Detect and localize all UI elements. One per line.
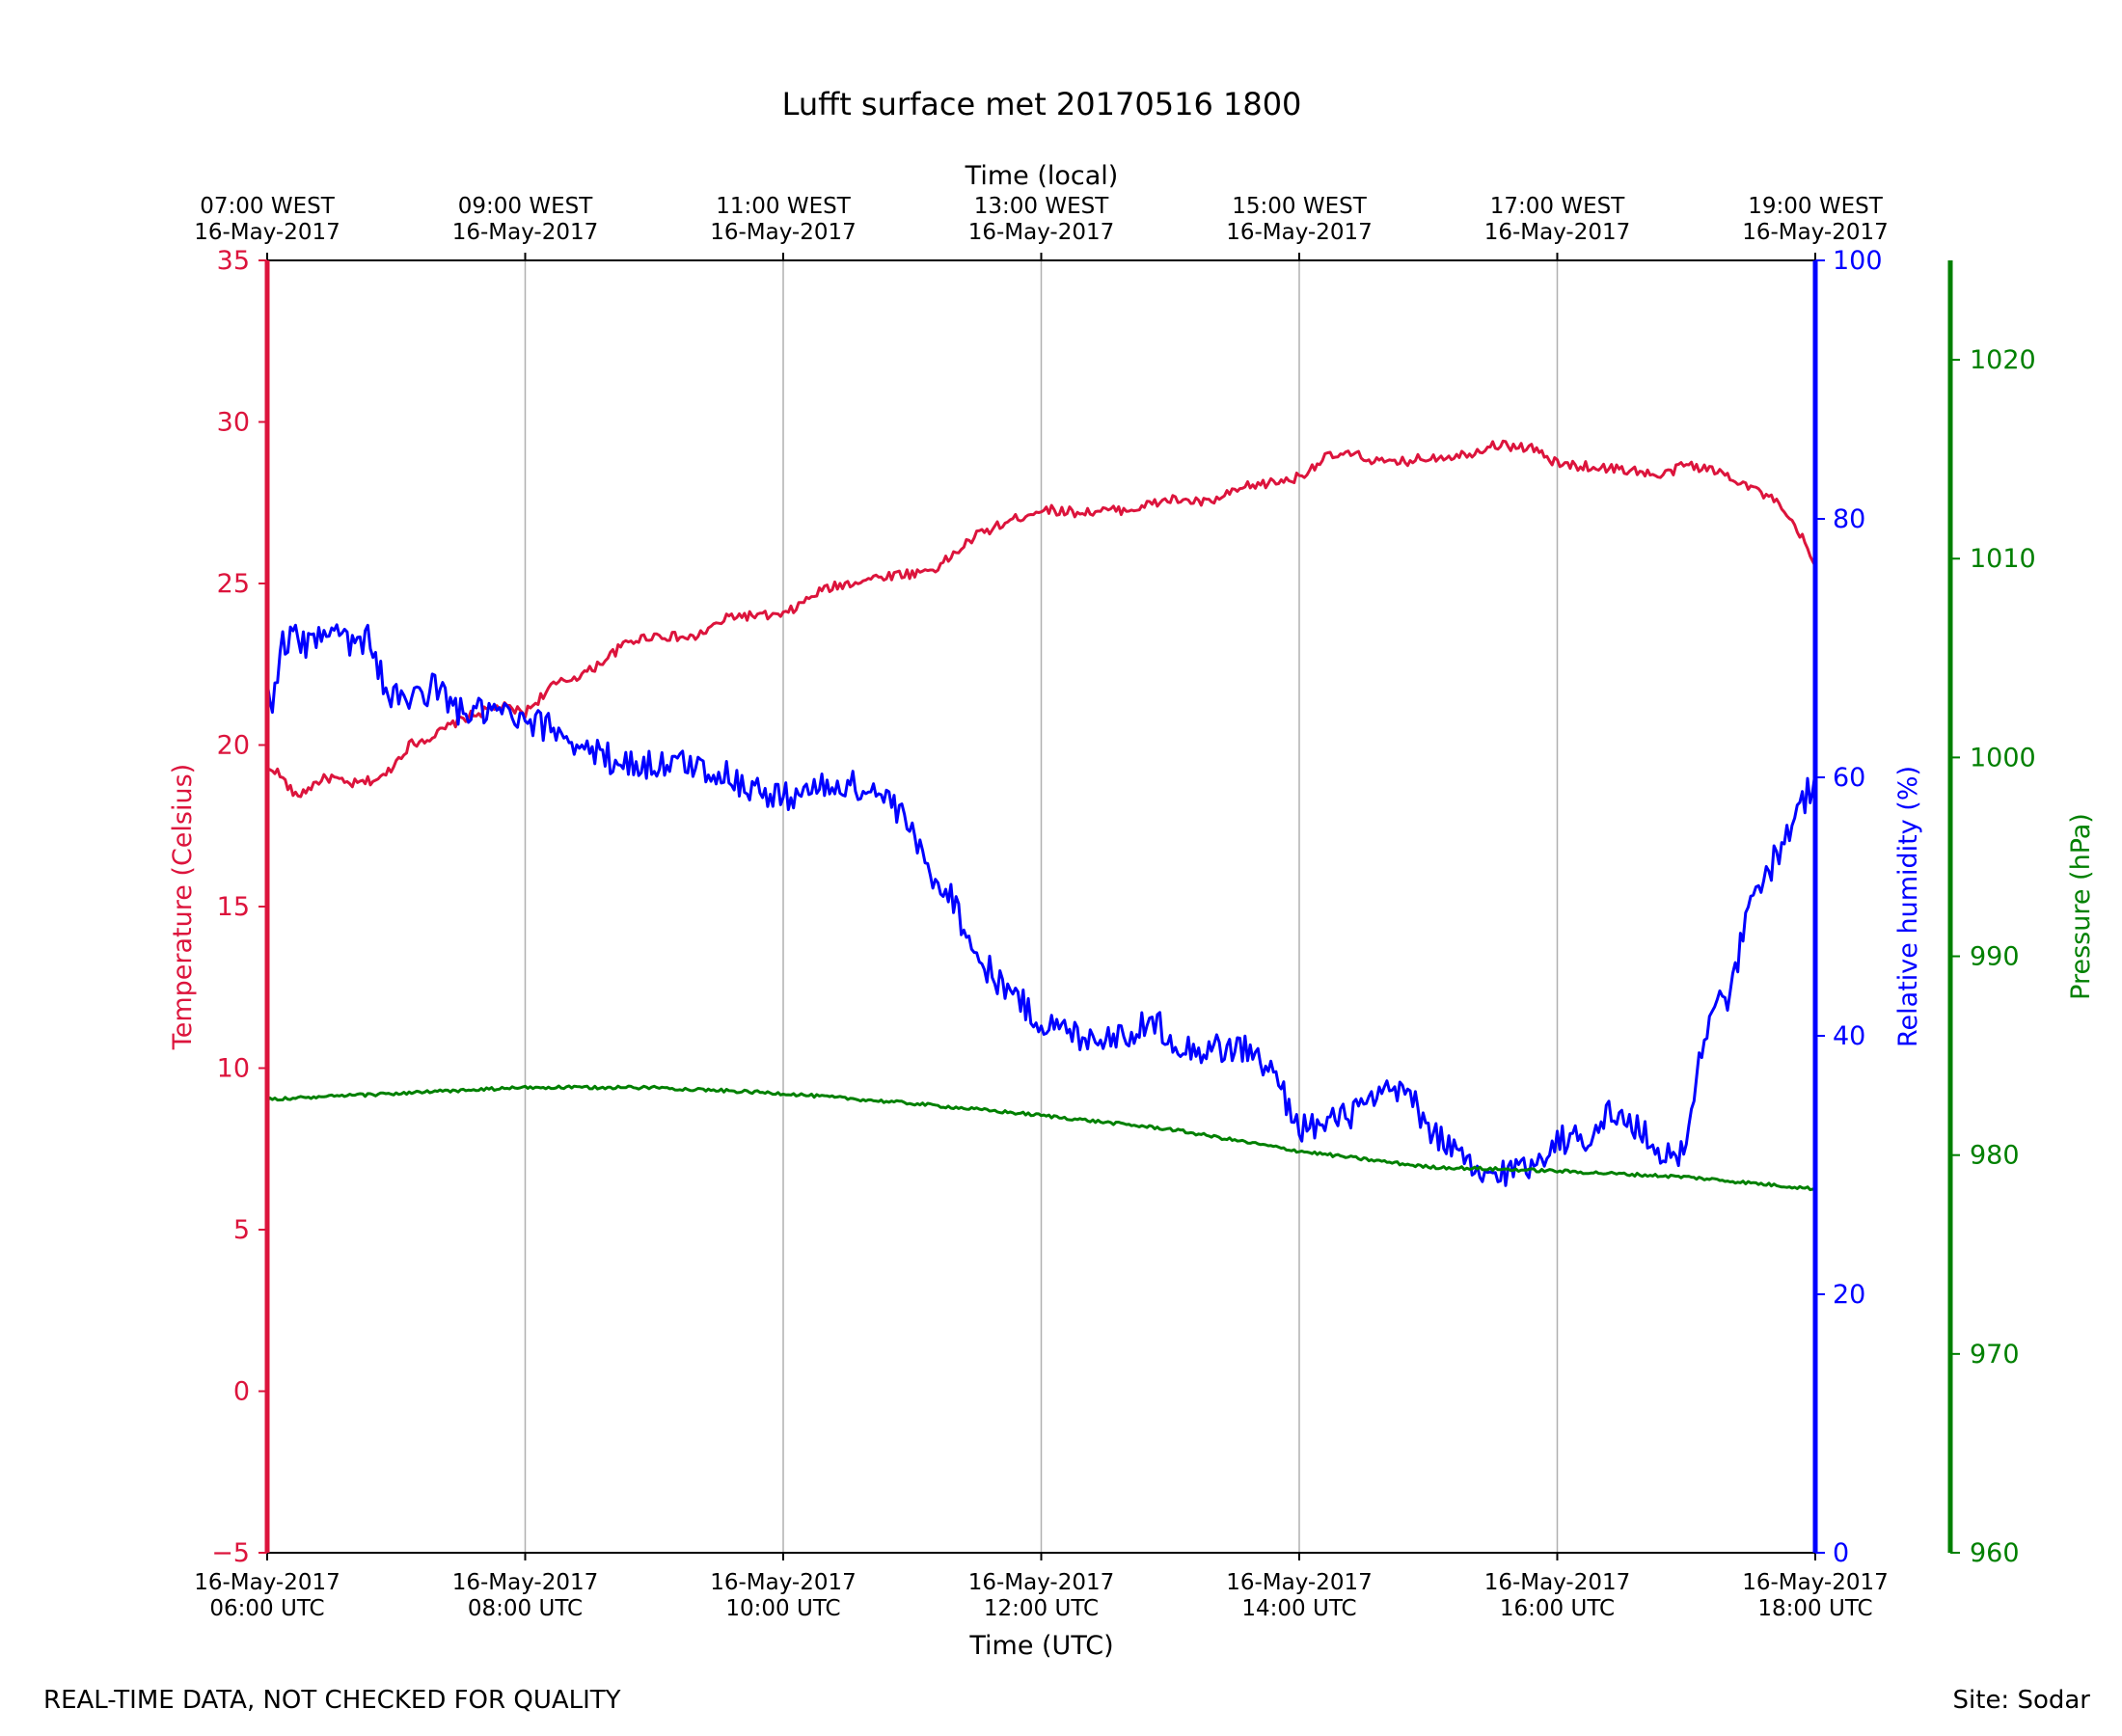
pressure-tick-label: 1000 bbox=[1970, 743, 2036, 773]
x-tick-label: 16:00 UTC bbox=[1500, 1596, 1615, 1621]
quality-disclaimer: REAL-TIME DATA, NOT CHECKED FOR QUALITY bbox=[43, 1686, 621, 1715]
chart-title: Lufft surface met 20170516 1800 bbox=[782, 86, 1302, 122]
temperature-tick-label: 30 bbox=[217, 408, 250, 438]
temperature-tick-label: 35 bbox=[217, 246, 250, 276]
top-tick-label: 16-May-2017 bbox=[452, 220, 599, 245]
pressure-axis-label: Pressure (hPa) bbox=[2066, 813, 2096, 1000]
pressure-tick-label: 1010 bbox=[1970, 544, 2036, 574]
x-axis-label: Time (UTC) bbox=[968, 1631, 1113, 1661]
x-tick-label: 16-May-2017 bbox=[1742, 1570, 1889, 1595]
humidity-tick-label: 40 bbox=[1833, 1021, 1865, 1051]
humidity-tick-label: 100 bbox=[1833, 246, 1883, 276]
x-tick-label: 16-May-2017 bbox=[968, 1570, 1115, 1595]
temperature-tick-label: 20 bbox=[217, 731, 250, 761]
x-tick-label: 16-May-2017 bbox=[1484, 1570, 1631, 1595]
top-tick-label: 11:00 WEST bbox=[716, 194, 851, 219]
top-tick-label: 09:00 WEST bbox=[458, 194, 593, 219]
top-tick-label: 16-May-2017 bbox=[1742, 220, 1889, 245]
humidity-axis-label: Relative humidity (%) bbox=[1893, 766, 1923, 1047]
humidity-tick-label: 60 bbox=[1833, 763, 1865, 793]
x-tick-label: 16-May-2017 bbox=[1226, 1570, 1373, 1595]
temperature-tick-label: 0 bbox=[233, 1377, 250, 1407]
x-tick-label: 16-May-2017 bbox=[452, 1570, 599, 1595]
pressure-tick-label: 1020 bbox=[1970, 345, 2036, 375]
pressure-tick-label: 980 bbox=[1970, 1141, 2020, 1171]
site-label: Site: Sodar bbox=[1952, 1686, 2090, 1715]
temperature-tick-label: 10 bbox=[217, 1054, 250, 1084]
temperature-tick-label: 15 bbox=[217, 892, 250, 922]
x-tick-label: 08:00 UTC bbox=[468, 1596, 583, 1621]
top-tick-label: 16-May-2017 bbox=[710, 220, 857, 245]
top-tick-label: 17:00 WEST bbox=[1490, 194, 1625, 219]
pressure-tick-label: 990 bbox=[1970, 942, 2020, 972]
top-tick-label: 19:00 WEST bbox=[1748, 194, 1883, 219]
top-tick-label: 13:00 WEST bbox=[974, 194, 1109, 219]
temperature-axis-label: Temperature (Celsius) bbox=[168, 764, 198, 1050]
pressure-tick-label: 970 bbox=[1970, 1340, 2020, 1370]
humidity-tick-label: 20 bbox=[1833, 1280, 1865, 1310]
top-tick-label: 16-May-2017 bbox=[1484, 220, 1631, 245]
series-layer bbox=[265, 439, 1817, 1192]
x-tick-label: 10:00 UTC bbox=[725, 1596, 840, 1621]
series-line-humidity bbox=[265, 623, 1817, 1187]
x-tick-label: 16-May-2017 bbox=[194, 1570, 340, 1595]
x-tick-label: 14:00 UTC bbox=[1241, 1596, 1356, 1621]
top-tick-label: 16-May-2017 bbox=[968, 220, 1115, 245]
temperature-tick-label: 25 bbox=[217, 569, 250, 599]
top-tick-label: 16-May-2017 bbox=[194, 220, 340, 245]
x-tick-label: 16-May-2017 bbox=[710, 1570, 857, 1595]
x-tick-label: 12:00 UTC bbox=[984, 1596, 1099, 1621]
pressure-tick-label: 960 bbox=[1970, 1538, 2020, 1568]
x-tick-label: 06:00 UTC bbox=[209, 1596, 324, 1621]
gridlines bbox=[524, 260, 1559, 1553]
top-axis-label: Time (local) bbox=[965, 161, 1119, 191]
humidity-tick-label: 80 bbox=[1833, 504, 1865, 534]
top-tick-label: 15:00 WEST bbox=[1232, 194, 1367, 219]
series-line-pressure bbox=[265, 1084, 1816, 1192]
humidity-tick-label: 0 bbox=[1833, 1538, 1849, 1568]
top-tick-label: 07:00 WEST bbox=[200, 194, 335, 219]
temperature-tick-label: −5 bbox=[211, 1538, 250, 1568]
x-tick-label: 18:00 UTC bbox=[1757, 1596, 1872, 1621]
top-tick-label: 16-May-2017 bbox=[1226, 220, 1373, 245]
temperature-tick-label: 5 bbox=[233, 1215, 250, 1245]
